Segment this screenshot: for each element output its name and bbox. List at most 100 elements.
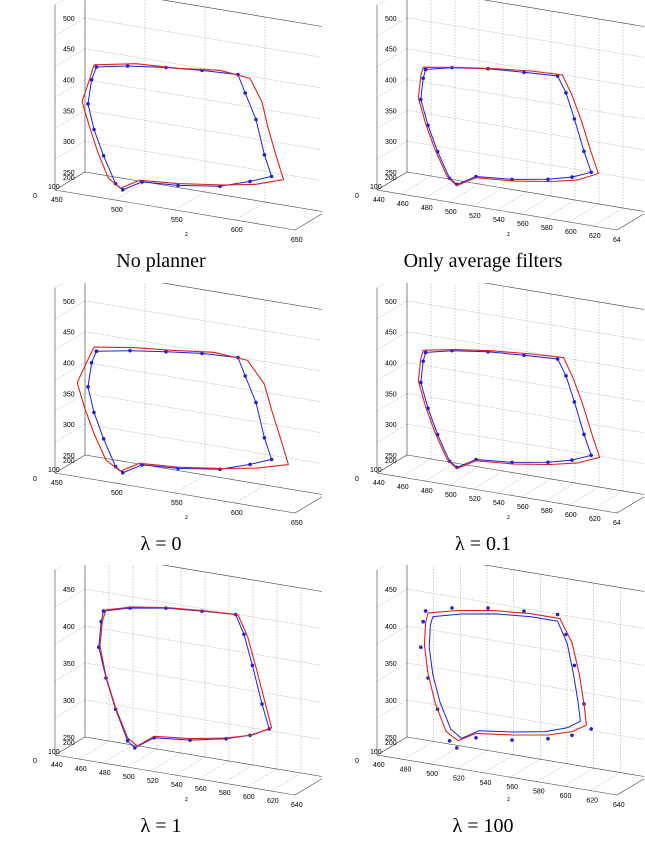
x-tick-label: 620: [589, 516, 601, 523]
grid-line-floor: [496, 474, 528, 494]
x-tick-label: 520: [469, 496, 481, 503]
box-edge: [483, 283, 644, 310]
x-tick-label: 450: [51, 480, 63, 487]
waypoint-dot: [92, 127, 96, 132]
grid-line-floor: [246, 768, 278, 788]
grid-line-z: [84, 625, 322, 666]
z-tick-label: 300: [63, 139, 75, 146]
x-tick-label: 500: [111, 490, 123, 497]
box-edge: [376, 171, 408, 191]
caption-lambda-1: λ = 1: [140, 815, 182, 837]
grid-line-floor: [424, 179, 456, 199]
grid-line-z-side: [376, 0, 386, 6]
box-edge: [483, 0, 644, 27]
grid-line-floor: [544, 482, 576, 502]
waypoint-dot: [121, 188, 125, 192]
plot-lambda-100: 460 480 500 520 540 560 580 600 620 640 z 0 10020025…: [355, 565, 644, 809]
box-edge: [54, 754, 296, 796]
waypoint-dot: [94, 349, 99, 354]
grid-line-floor: [403, 741, 434, 760]
waypoint-dot: [522, 609, 526, 613]
box-edge: [84, 736, 322, 777]
z-tick-label: 350: [63, 391, 75, 398]
y-tick-label: 100: [370, 749, 382, 756]
grid-line-floor: [568, 203, 600, 223]
waypoint-dot: [582, 149, 586, 154]
z-tick-label: 250: [63, 170, 75, 177]
waypoint-dot: [133, 746, 137, 750]
box-edge: [84, 171, 322, 212]
waypoint-dot: [546, 736, 550, 741]
x-tick-label: 650: [291, 520, 303, 527]
x-tick-label: 500: [111, 207, 123, 214]
x-tick-label: 600: [231, 510, 243, 517]
x-tick-label: 620: [589, 233, 601, 240]
y-tick-label: 200: [385, 458, 397, 465]
x-tick-label: 580: [533, 789, 545, 796]
grid-line-floor: [400, 175, 432, 195]
waypoint-dot: [421, 76, 425, 81]
z-tick-label: 250: [385, 170, 397, 177]
x-tick-label: 560: [517, 221, 529, 228]
z-tick-label: 400: [385, 361, 397, 368]
waypoint-dot: [589, 727, 593, 731]
x-tick-label: 550: [171, 500, 183, 507]
x-tick-label: 500: [426, 771, 438, 778]
grid-line-z: [161, 283, 322, 310]
waypoint-dot: [564, 91, 568, 95]
box-edge: [406, 454, 644, 495]
waypoint-dot: [421, 359, 425, 364]
y-tick-label: 0: [355, 758, 359, 765]
waypoint-dot: [176, 183, 180, 188]
z-tick-label: 300: [63, 422, 75, 429]
box-edge: [294, 496, 322, 514]
waypoint-dot: [200, 351, 204, 356]
x-tick-label: 640: [291, 802, 303, 809]
waypoint-dot: [86, 102, 90, 106]
waypoint-dot: [419, 97, 423, 102]
z-tick-label: 400: [63, 624, 75, 631]
z-tick-label: 350: [63, 108, 75, 115]
x-tick-label: 480: [421, 205, 433, 212]
x-tick-label: 560: [517, 504, 529, 511]
waypoint-dot: [125, 64, 130, 68]
x-tick-label: 480: [99, 770, 111, 777]
x-tick-label: 580: [541, 225, 553, 232]
trajectory-line: [76, 346, 289, 472]
grid-line-floor: [234, 201, 266, 221]
grid-line-floor: [150, 752, 182, 772]
grid-line-z: [406, 699, 644, 740]
z-tick-label: 300: [385, 422, 397, 429]
grid-line-floor: [590, 772, 621, 791]
waypoint-dot: [546, 460, 550, 465]
grid-line-z: [406, 140, 644, 181]
y-tick-label: 0: [355, 476, 359, 483]
grid-line-floor: [456, 750, 488, 769]
waypoint-dot: [450, 606, 454, 610]
z-tick-label: 350: [63, 661, 75, 668]
grid-line-floor: [483, 754, 514, 773]
x-tick-label: 560: [506, 784, 518, 791]
grid-line-z-side: [54, 283, 64, 289]
waypoint-dot: [260, 702, 264, 706]
panel-no-planner: 450 500 550 600 650 z 0 100 200 250 300 350 400 450 50…: [0, 0, 322, 283]
box-edge: [54, 189, 296, 231]
y-tick-label: 0: [355, 193, 359, 200]
trajectory-line: [417, 66, 599, 187]
waypoint-dot: [570, 733, 574, 738]
z-tick-label: 300: [385, 139, 397, 146]
box-edge: [54, 472, 296, 514]
waypoint-dot: [423, 350, 428, 355]
waypoint-dot: [564, 374, 568, 378]
x-tick-label: 620: [267, 798, 279, 805]
grid-line-floor: [102, 744, 134, 764]
z-tick-label: 450: [63, 330, 75, 337]
z-tick-label: 250: [385, 453, 397, 460]
z-tick-label: 500: [63, 16, 75, 23]
waypoint-dot: [589, 170, 593, 175]
grid-line-floor: [536, 763, 568, 782]
waypoint-dot: [423, 67, 428, 72]
x-axis-label: z: [185, 232, 188, 238]
x-tick-label: 580: [541, 508, 553, 515]
